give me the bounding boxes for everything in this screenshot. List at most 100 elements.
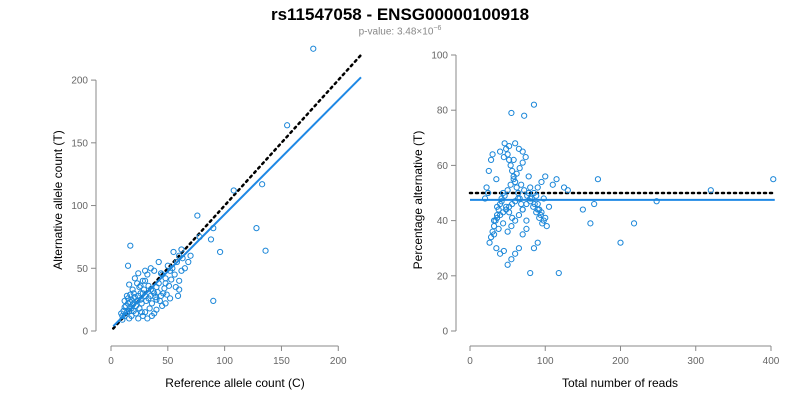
left-data-point [134,280,141,287]
left-data-point [146,305,153,312]
left-data-point [230,187,237,194]
pvalue-exponent: −6 [433,25,442,32]
right-data-point [503,203,510,210]
right-data-point [490,217,498,224]
left-data-point [137,290,144,297]
right-data-point [594,176,602,183]
left-data-point [310,45,317,52]
right-data-point [495,225,502,232]
left-y-tick-label: 100 [71,201,88,212]
left-data-point [119,316,126,323]
left-data-point [187,252,194,259]
left-data-point [170,248,177,256]
left-data-point [163,291,170,298]
right-y-tick-label: 80 [437,106,449,117]
right-data-point [513,170,520,177]
left-data-point [121,304,128,311]
right-data-point [509,167,516,175]
left-data-point [129,286,136,293]
right-data-point [519,206,526,213]
right-data-point [519,148,526,155]
right-data-point [579,206,586,213]
right-data-point [508,223,515,230]
left-data-point [176,286,183,293]
right-data-point [519,159,526,166]
right-data-point [522,154,529,161]
right-data-point [516,165,523,172]
left-data-point [140,286,148,293]
right-y-tick-label: 40 [437,216,449,227]
right-data-point [481,195,489,202]
right-data-point [533,209,540,216]
left-data-point [169,265,176,272]
right-data-point [707,187,714,194]
left-data-point [156,297,163,304]
left-data-point [165,282,173,289]
left-data-point [162,275,169,282]
left-panel: Reference allele count (C) Alternative a… [51,45,363,390]
right-data-point [549,181,556,188]
left-data-point [148,312,156,320]
right-data-point [560,184,568,191]
left-data-point [135,270,142,277]
right-data-point [512,250,519,257]
right-panel: Total number of reads Percentage alterna… [411,51,780,391]
left-data-point [130,295,137,302]
left-data-point [144,315,151,322]
right-data-point [524,192,531,199]
right-y-tick-label: 20 [437,271,449,282]
left-data-point [141,267,149,274]
right-data-point [501,140,508,147]
right-data-point [497,148,504,155]
left-data-point [131,294,138,301]
right-data-point [507,162,514,169]
left-y-axis-label: Alternative allele count (T) [51,130,65,269]
right-data-point [527,269,534,277]
right-data-point [493,176,500,183]
left-y-tick-label: 200 [71,76,88,87]
right-data-point [489,151,496,158]
left-y-tick-label: 150 [71,138,88,149]
left-data-point [155,258,162,266]
left-data-point [162,300,169,307]
right-data-point [508,256,515,263]
right-data-point [587,220,594,227]
left-x-tick-label: 0 [108,356,114,367]
left-data-point [131,275,138,282]
right-data-point [530,245,538,252]
right-data-point [487,156,495,163]
right-data-point [508,109,515,117]
left-data-point [181,265,188,272]
left-data-point [178,246,185,253]
left-data-point [123,292,131,299]
right-data-point [555,269,562,277]
left-y-tick-label: 50 [77,264,89,275]
right-data-point [500,154,507,161]
right-data-point [525,173,532,180]
pvalue-subtitle: p-value: 3.48×10−6 [0,25,800,37]
left-data-point [216,248,224,256]
left-data-point [152,294,159,301]
left-data-point [185,258,192,266]
left-data-point [207,236,215,243]
right-data-point [504,261,511,268]
left-data-point [179,255,186,262]
left-data-point [259,181,266,188]
left-data-point [151,267,158,274]
left-x-tick-label: 150 [273,356,290,367]
right-y-axis-label: Percentage alternative (T) [411,131,425,270]
right-data-point [521,112,528,119]
right-data-point [509,214,516,221]
left-data-point [194,212,201,219]
right-data-point [527,198,534,205]
right-data-point [483,184,490,191]
left-data-point [262,247,269,254]
right-data-point [523,225,530,232]
right-data-point [506,142,513,150]
right-data-point [498,198,505,205]
right-data-point [527,184,534,191]
right-data-point [770,176,777,183]
left-data-point [168,276,175,283]
right-data-point [485,167,492,175]
right-data-point [530,101,538,108]
